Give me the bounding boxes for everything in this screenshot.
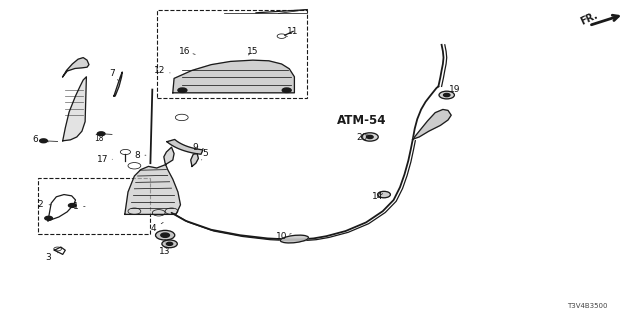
- Ellipse shape: [280, 235, 308, 243]
- Polygon shape: [125, 147, 180, 214]
- Text: 11: 11: [287, 28, 299, 36]
- Circle shape: [444, 93, 450, 97]
- Text: 7: 7: [109, 69, 115, 78]
- Text: 20: 20: [356, 133, 367, 142]
- Text: 15: 15: [247, 47, 259, 56]
- Polygon shape: [63, 77, 86, 141]
- Circle shape: [178, 88, 187, 92]
- Text: 5: 5: [202, 149, 207, 158]
- Text: 8: 8: [135, 151, 140, 160]
- Circle shape: [40, 139, 47, 143]
- Text: 18: 18: [95, 134, 104, 143]
- Text: 2: 2: [38, 200, 43, 209]
- Text: 3: 3: [45, 253, 51, 262]
- Text: FR.: FR.: [579, 11, 600, 27]
- Bar: [157, 10, 307, 98]
- Circle shape: [68, 204, 76, 207]
- Circle shape: [97, 132, 105, 136]
- Polygon shape: [173, 60, 294, 93]
- Polygon shape: [191, 154, 198, 166]
- Circle shape: [161, 233, 170, 237]
- Circle shape: [439, 91, 454, 99]
- Text: 14: 14: [372, 192, 383, 201]
- Text: 10: 10: [276, 232, 287, 241]
- Polygon shape: [63, 58, 89, 77]
- Circle shape: [45, 216, 52, 220]
- Text: 9: 9: [193, 143, 198, 152]
- Circle shape: [166, 242, 173, 245]
- Circle shape: [362, 133, 378, 141]
- Text: ATM-54: ATM-54: [337, 114, 387, 126]
- Circle shape: [378, 191, 390, 198]
- Text: 13: 13: [159, 247, 171, 256]
- Polygon shape: [167, 140, 203, 154]
- Text: T3V4B3500: T3V4B3500: [567, 303, 608, 308]
- Circle shape: [162, 240, 177, 248]
- Circle shape: [282, 88, 291, 92]
- Polygon shape: [413, 109, 451, 139]
- Text: 1: 1: [73, 202, 78, 211]
- Text: 17: 17: [97, 156, 108, 164]
- Text: 6: 6: [33, 135, 38, 144]
- Circle shape: [367, 135, 373, 139]
- Circle shape: [156, 230, 175, 240]
- Bar: [38, 178, 150, 234]
- Text: 12: 12: [154, 66, 166, 75]
- Text: 4: 4: [151, 224, 156, 233]
- Text: 16: 16: [179, 47, 190, 56]
- Text: 19: 19: [449, 85, 460, 94]
- Polygon shape: [114, 72, 122, 96]
